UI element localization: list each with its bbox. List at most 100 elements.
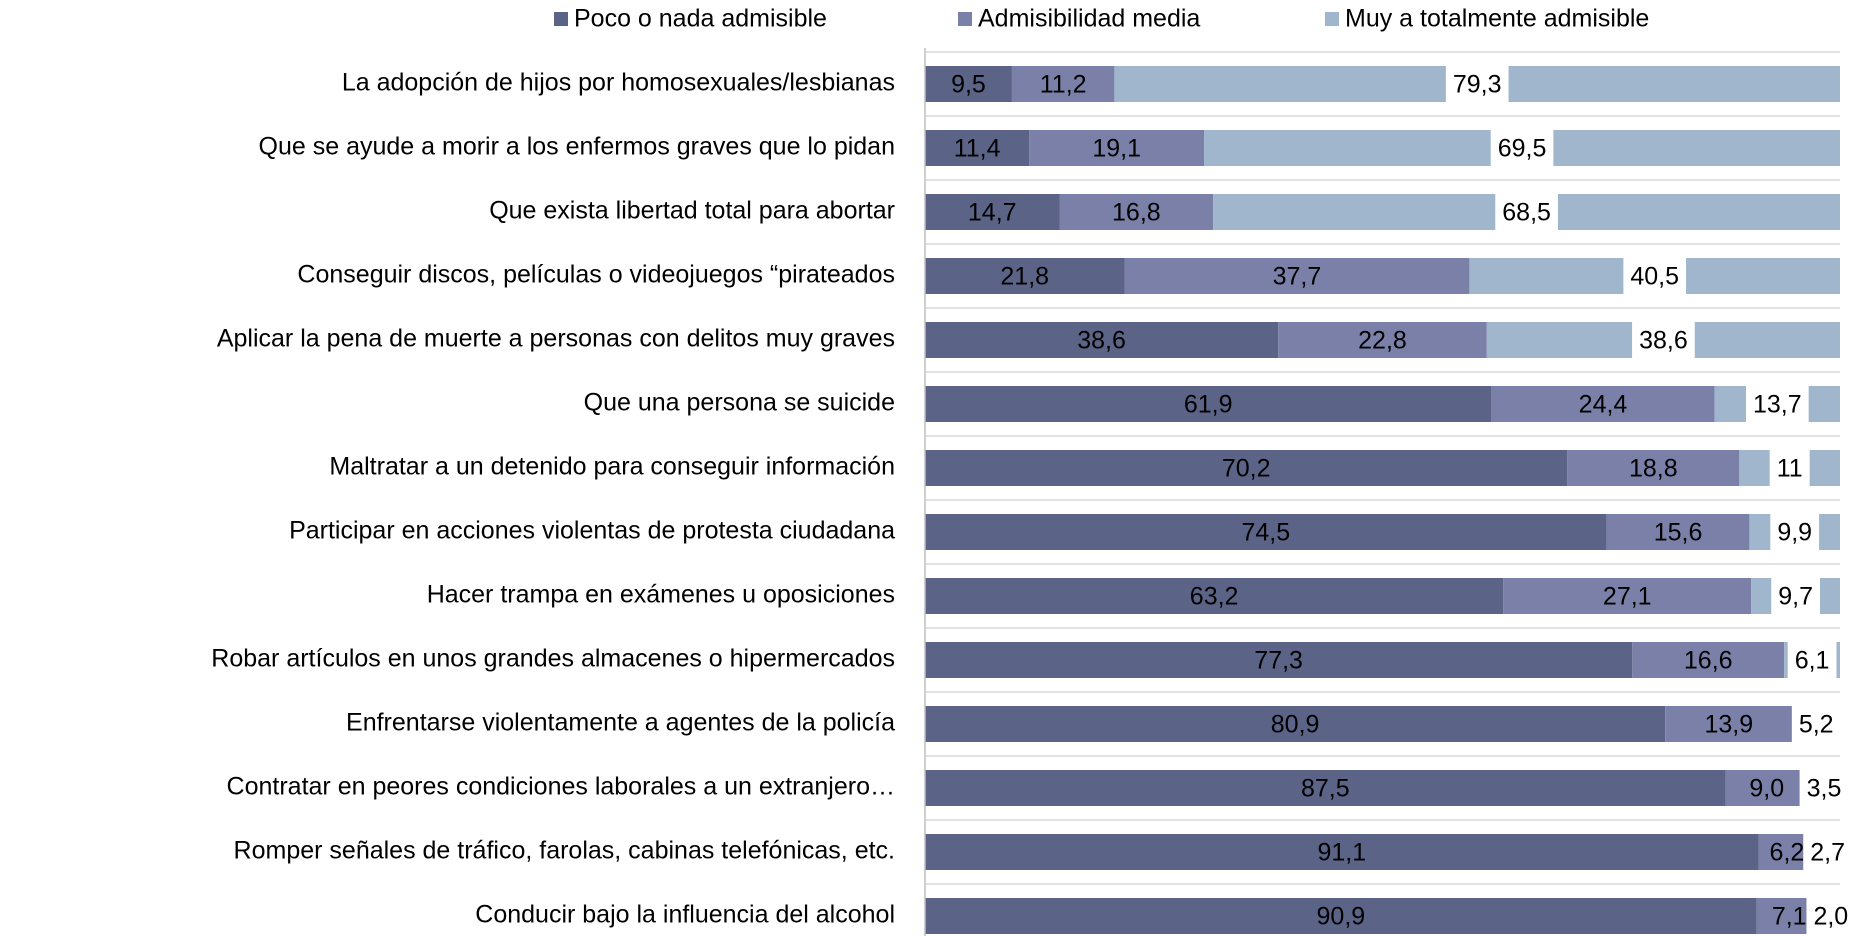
bar-segment [925,770,1726,806]
value-label: 2,7 [1810,839,1845,867]
value-label-group: 11 [1769,448,1810,488]
bar-segment [1011,66,1115,102]
value-label: 11,2 [1040,71,1087,99]
bar-segment [1567,450,1740,486]
value-label-box [1771,576,1821,616]
value-label: 79,3 [1453,71,1502,99]
legend-label: Poco o nada admisible [574,5,827,33]
value-label: 91,1 [1317,839,1366,867]
value-label-group: 79,3 [1445,64,1509,104]
value-label: 19,1 [1092,135,1141,163]
value-label: 70,2 [1222,455,1271,483]
bar-segment [1632,642,1785,678]
bar-segment [925,834,1759,870]
value-label-box [1806,896,1856,936]
bar-segment [1503,578,1752,614]
value-label-box [1490,128,1554,168]
legend-swatch [1325,12,1339,26]
category-label: Contratar en peores condiciones laborale… [227,773,895,801]
legend-swatch [958,12,972,26]
bar-segment [1124,258,1470,294]
value-label-box [1445,64,1509,104]
value-label: 27,1 [1603,583,1652,611]
value-label: 5,2 [1799,711,1834,739]
value-label: 21,8 [1000,263,1049,291]
bar-segment [925,642,1633,678]
bar-segment [1278,322,1487,358]
category-label: Conducir bajo la influencia del alcohol [475,901,895,929]
bar-segment [1059,194,1214,230]
category-label: Maltratar a un detenido para conseguir i… [329,453,895,481]
category-label: Participar en acciones violentas de prot… [289,517,895,545]
category-label: Enfrentarse violentamente a agentes de l… [346,709,895,737]
value-label: 3,5 [1807,775,1842,803]
value-label: 14,7 [968,199,1017,227]
category-label: Que exista libertad total para abortar [489,197,895,225]
legend-label: Admisibilidad media [978,5,1200,33]
value-label-group: 40,5 [1623,256,1687,296]
value-label: 77,3 [1254,647,1303,675]
category-label: Aplicar la pena de muerte a personas con… [217,325,895,353]
value-label: 69,5 [1498,135,1547,163]
value-label: 9,5 [951,71,986,99]
value-label-group: 38,6 [1632,320,1695,360]
category-label: Que una persona se suicide [584,389,895,417]
bar-segment [1606,514,1750,550]
value-label: 6,1 [1795,647,1830,675]
value-label: 74,5 [1242,519,1291,547]
value-label-group: 5,2 [1791,704,1841,744]
category-label: Robar artículos en unos grandes almacene… [211,645,895,673]
value-label: 15,6 [1654,519,1703,547]
value-label: 7,1 [1772,903,1807,931]
value-label: 9,7 [1778,583,1813,611]
value-label: 90,9 [1317,903,1366,931]
value-label-group: 3,5 [1799,768,1849,808]
value-label-box [1769,448,1810,488]
bar-segment [925,578,1504,614]
value-label-box [1803,832,1853,872]
value-label: 11,4 [954,135,1001,163]
value-label: 16,8 [1112,199,1161,227]
category-label: Romper señales de tráfico, farolas, cabi… [234,837,895,865]
value-label: 11 [1777,455,1803,483]
value-label-group: 13,7 [1745,384,1809,424]
value-label-group: 6,1 [1787,640,1837,680]
category-label: Hacer trampa en exámenes u oposiciones [427,581,895,609]
value-label: 22,8 [1358,327,1407,355]
value-label-box [1799,768,1849,808]
value-label: 13,9 [1704,711,1753,739]
value-label-box [1495,192,1558,232]
value-label-group: 2,0 [1806,896,1856,936]
bar-segment [925,706,1666,742]
value-label: 37,7 [1273,263,1322,291]
bar-segment [925,898,1757,934]
value-label-box [1791,704,1841,744]
value-label-box [1623,256,1687,296]
bar-segment [925,386,1492,422]
bar-segment [925,66,1012,102]
value-label: 24,4 [1579,391,1628,419]
value-label: 61,9 [1184,391,1233,419]
bar-segment [1029,130,1205,166]
bar-segment [925,258,1125,294]
value-label-box [1745,384,1809,424]
value-label: 16,6 [1684,647,1733,675]
value-label: 13,7 [1753,391,1802,419]
value-label-group: 68,5 [1495,192,1558,232]
legend-swatch [554,12,568,26]
bar-segment [1665,706,1793,742]
bar-segment [925,450,1568,486]
value-label-group: 2,7 [1803,832,1853,872]
value-label: 80,9 [1271,711,1320,739]
value-label: 40,5 [1630,263,1679,291]
value-label: 87,5 [1301,775,1350,803]
bar-segment [925,194,1060,230]
legend-label: Muy a totalmente admisible [1345,5,1649,33]
category-label: Conseguir discos, películas o videojuego… [297,261,895,289]
value-label: 9,9 [1777,519,1812,547]
value-label: 2,0 [1813,903,1848,931]
value-label: 38,6 [1077,327,1126,355]
value-label-box [1770,512,1820,552]
value-label: 18,8 [1629,455,1678,483]
